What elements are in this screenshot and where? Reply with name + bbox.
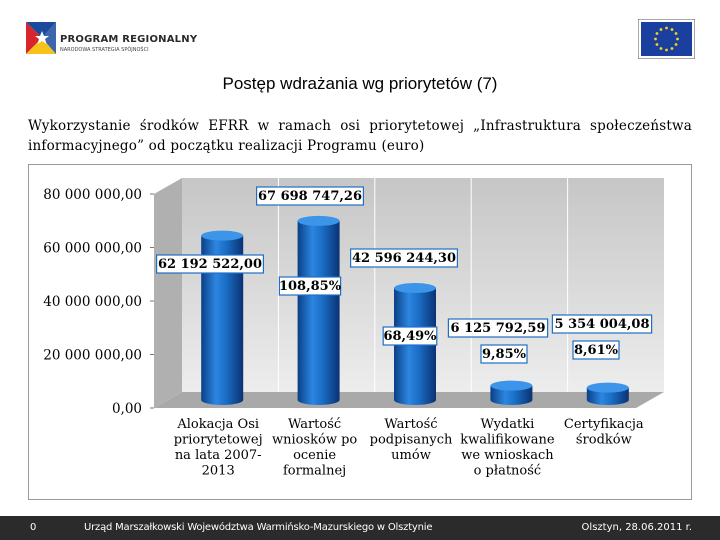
percent-label: 9,85% xyxy=(480,344,528,364)
percent-label-text: 9,85% xyxy=(482,347,527,362)
value-label-text: 42 596 244,30 xyxy=(352,251,456,266)
bar-top xyxy=(201,230,244,241)
value-label: 67 698 747,26 xyxy=(256,186,365,206)
y-tick-label: 80 000 000,00 xyxy=(43,187,142,203)
bar-5 xyxy=(586,382,629,405)
eu-star-icon xyxy=(676,37,679,41)
bar-top xyxy=(297,215,340,226)
chart-side-wall xyxy=(154,178,182,408)
bar-4 xyxy=(490,380,533,405)
bar-chart: 0,00 20 000 000,00 40 000 000,00 60 000 000… xyxy=(28,164,692,500)
value-label-box xyxy=(256,186,365,206)
program-regionalny-logo xyxy=(22,18,212,64)
y-tick-label: 60 000 000,00 xyxy=(43,241,142,257)
y-tick-label: 40 000 000,00 xyxy=(43,294,142,310)
eu-star-icon xyxy=(670,28,674,31)
footer-organization: Urząd Marszałkowski Województwa Warmińsk… xyxy=(84,522,433,533)
x-category-label: Certyfikacja środków xyxy=(564,417,644,448)
percent-label-box xyxy=(572,340,620,360)
value-label: 42 596 244,30 xyxy=(350,248,459,268)
percent-label-box xyxy=(278,276,342,296)
x-category-label: Wartość podpisanych umów xyxy=(370,417,453,463)
slide-title: Postęp wdrażania wg priorytetów (7) xyxy=(222,74,498,93)
bar-body xyxy=(586,387,629,405)
eu-star-icon xyxy=(665,26,668,30)
y-tick-label: 20 000 000,00 xyxy=(43,348,142,364)
eu-star-icon xyxy=(659,47,663,50)
eu-star-icon xyxy=(674,43,678,46)
eu-star-icon xyxy=(665,48,668,52)
bar-3 xyxy=(394,283,436,405)
value-label-box xyxy=(156,254,265,274)
eu-star-icon xyxy=(654,37,657,41)
value-label-text: 67 698 747,26 xyxy=(258,189,362,204)
bar-body xyxy=(297,220,340,405)
x-category-label: Alokacja Osi priorytetowej na lata 2007-20… xyxy=(174,417,263,479)
x-category-label: Wartość wniosków po ocenie formalnej xyxy=(272,417,357,479)
percent-label-text: 8,61% xyxy=(574,343,619,358)
percent-label-text: 108,85% xyxy=(279,279,342,294)
percent-label: 68,49% xyxy=(382,326,438,346)
value-label-box xyxy=(551,314,653,334)
y-tick-label: 0,00 xyxy=(112,401,142,417)
bar-body xyxy=(201,235,244,405)
value-label: 62 192 522,00 xyxy=(156,254,265,274)
chart-subtitle: Wykorzystanie środków EFRR w ramach osi … xyxy=(28,118,692,154)
percent-label-box xyxy=(382,326,438,346)
value-label: 5 354 004,08 xyxy=(551,314,653,334)
value-label-text: 5 354 004,08 xyxy=(555,317,650,332)
bar-top xyxy=(490,380,533,391)
eu-star-icon xyxy=(659,28,663,31)
value-label-box xyxy=(447,318,549,338)
eu-star-icon xyxy=(655,43,659,46)
bar-2 xyxy=(297,215,340,405)
eu-star-icon xyxy=(655,32,659,35)
bar-top xyxy=(586,382,629,393)
footer-bar xyxy=(0,516,720,540)
value-label-box xyxy=(350,248,459,268)
value-label: 6 125 792,59 xyxy=(447,318,549,338)
percent-label-box xyxy=(480,344,528,364)
eu-star-icon xyxy=(674,32,678,35)
eu-flag-icon xyxy=(638,19,695,59)
x-category-label: Wydatki kwalifikowane we wnioskach o płatno… xyxy=(460,417,555,479)
eu-star-icon xyxy=(670,47,674,50)
logo-subtitle: NARODOWA STRATEGIA SPÓJNOŚCI xyxy=(60,47,149,53)
value-label-text: 6 125 792,59 xyxy=(451,321,546,336)
percent-label: 8,61% xyxy=(572,340,620,360)
footer-page-number: 0 xyxy=(30,522,37,533)
logo-title: PROGRAM REGIONALNY xyxy=(60,34,198,45)
bar-top xyxy=(394,283,436,294)
value-label-text: 62 192 522,00 xyxy=(158,257,262,272)
bar-body xyxy=(490,385,533,405)
footer-date: Olsztyn, 28.06.2011 r. xyxy=(581,522,692,533)
bar-1 xyxy=(201,230,244,405)
percent-label: 108,85% xyxy=(278,276,342,296)
logo-emblem-icon xyxy=(26,22,56,54)
bar-body xyxy=(394,288,436,405)
percent-label-text: 68,49% xyxy=(383,329,437,344)
